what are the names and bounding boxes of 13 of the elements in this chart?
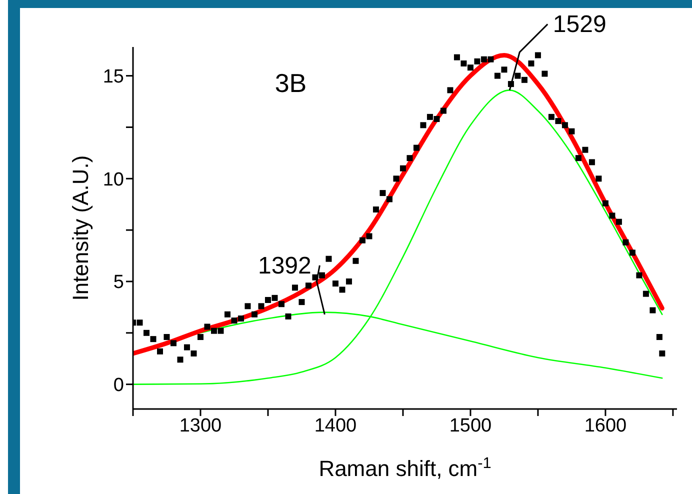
x-tick-label: 1400 — [314, 415, 357, 436]
x-axis-title: Raman shift, cm$^{-1}$ — [318, 454, 492, 481]
x-tick-label: 1500 — [449, 415, 492, 436]
y-tick-label: 15 — [102, 66, 124, 88]
y-axis-title: Intensity (A.U.) — [68, 155, 93, 301]
x-tick-label: 1600 — [584, 415, 627, 436]
y-tick-label: 0 — [113, 375, 124, 396]
y-tick-label: 5 — [113, 272, 124, 294]
y-tick-label: 10 — [102, 169, 124, 190]
x-tick-label: 1300 — [179, 415, 222, 436]
annotation: 3B — [274, 68, 307, 98]
annotation: 1529 — [552, 11, 606, 38]
annotation: 1392 — [258, 252, 312, 280]
